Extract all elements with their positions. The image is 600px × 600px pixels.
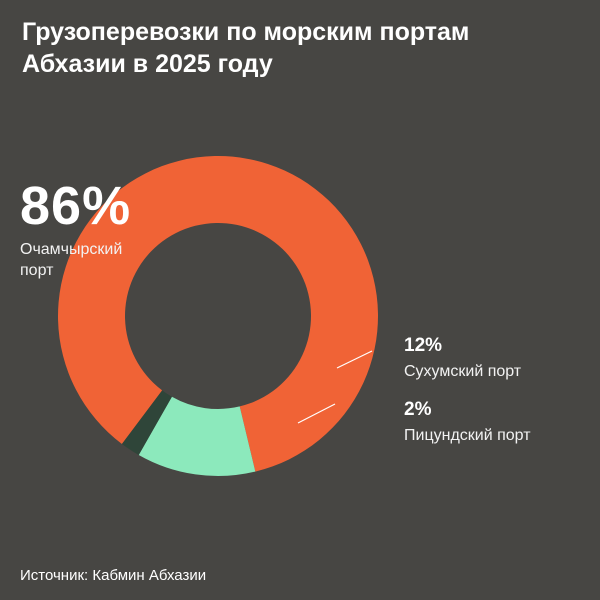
slice-ochamchira bbox=[58, 156, 379, 472]
chart-title: Грузоперевозки по морским портам Абхазии… bbox=[22, 16, 582, 80]
chart-title-line-2: Абхазии в 2025 году bbox=[22, 50, 273, 78]
leader-line-pitsunda bbox=[297, 403, 336, 424]
slice-label-sukhum: Сухумский порт bbox=[404, 363, 522, 380]
slice-value-sukhum: 12% bbox=[404, 335, 443, 356]
leader-line-sukhum bbox=[336, 350, 373, 369]
slice-label-pitsunda: Пицундский порт bbox=[404, 427, 531, 444]
source-note: Источник: Кабмин Абхазии bbox=[20, 567, 207, 584]
donut-slices bbox=[58, 156, 379, 476]
slice-label-ochamchira: Очамчырский порт bbox=[20, 241, 123, 279]
slice-sukhum bbox=[138, 396, 256, 476]
slice-value-ochamchira: 86% bbox=[20, 176, 132, 236]
slice-pitsunda bbox=[121, 390, 172, 455]
slice-value-pitsunda: 2% bbox=[404, 399, 432, 420]
chart-title-line-1: Грузоперевозки по морским портам bbox=[22, 18, 470, 46]
